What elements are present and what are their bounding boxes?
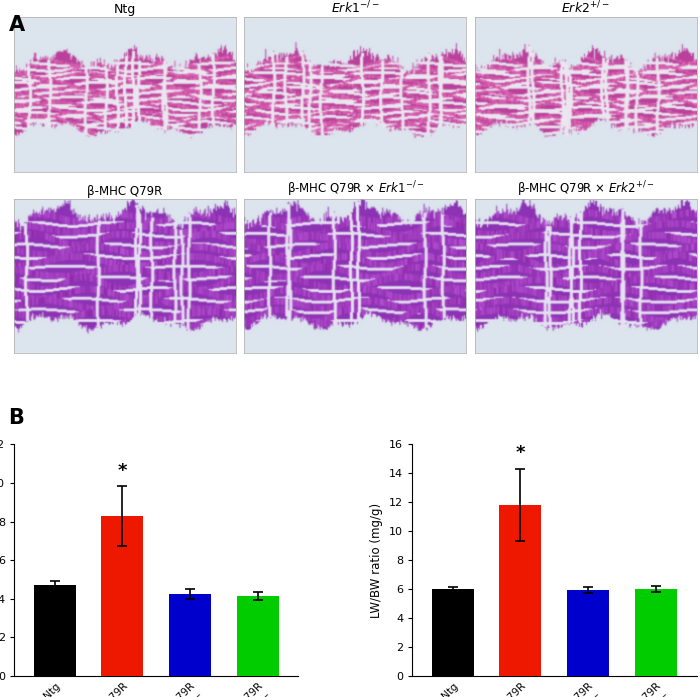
Text: *: * (118, 462, 127, 480)
Title: β-MHC Q79R: β-MHC Q79R (88, 185, 162, 198)
Text: A: A (8, 15, 24, 36)
Bar (34, 585, 76, 676)
Title: Ntg: Ntg (113, 3, 136, 16)
Bar (102, 516, 144, 676)
Bar (567, 590, 609, 676)
Bar (237, 596, 279, 676)
Title: β-MHC Q79R × $Erk2^{+/-}$: β-MHC Q79R × $Erk2^{+/-}$ (517, 180, 654, 199)
Text: *: * (516, 445, 525, 462)
Title: $Erk2^{+/-}$: $Erk2^{+/-}$ (561, 0, 610, 16)
Text: B: B (8, 408, 24, 428)
Bar (635, 589, 677, 676)
Title: β-MHC Q79R × $Erk1^{-/-}$: β-MHC Q79R × $Erk1^{-/-}$ (286, 180, 424, 199)
Y-axis label: LW/BW ratio (mg/g): LW/BW ratio (mg/g) (370, 503, 384, 618)
Bar (500, 505, 541, 676)
Bar (169, 594, 211, 676)
Title: $Erk1^{-/-}$: $Erk1^{-/-}$ (331, 0, 379, 16)
Bar (432, 589, 474, 676)
